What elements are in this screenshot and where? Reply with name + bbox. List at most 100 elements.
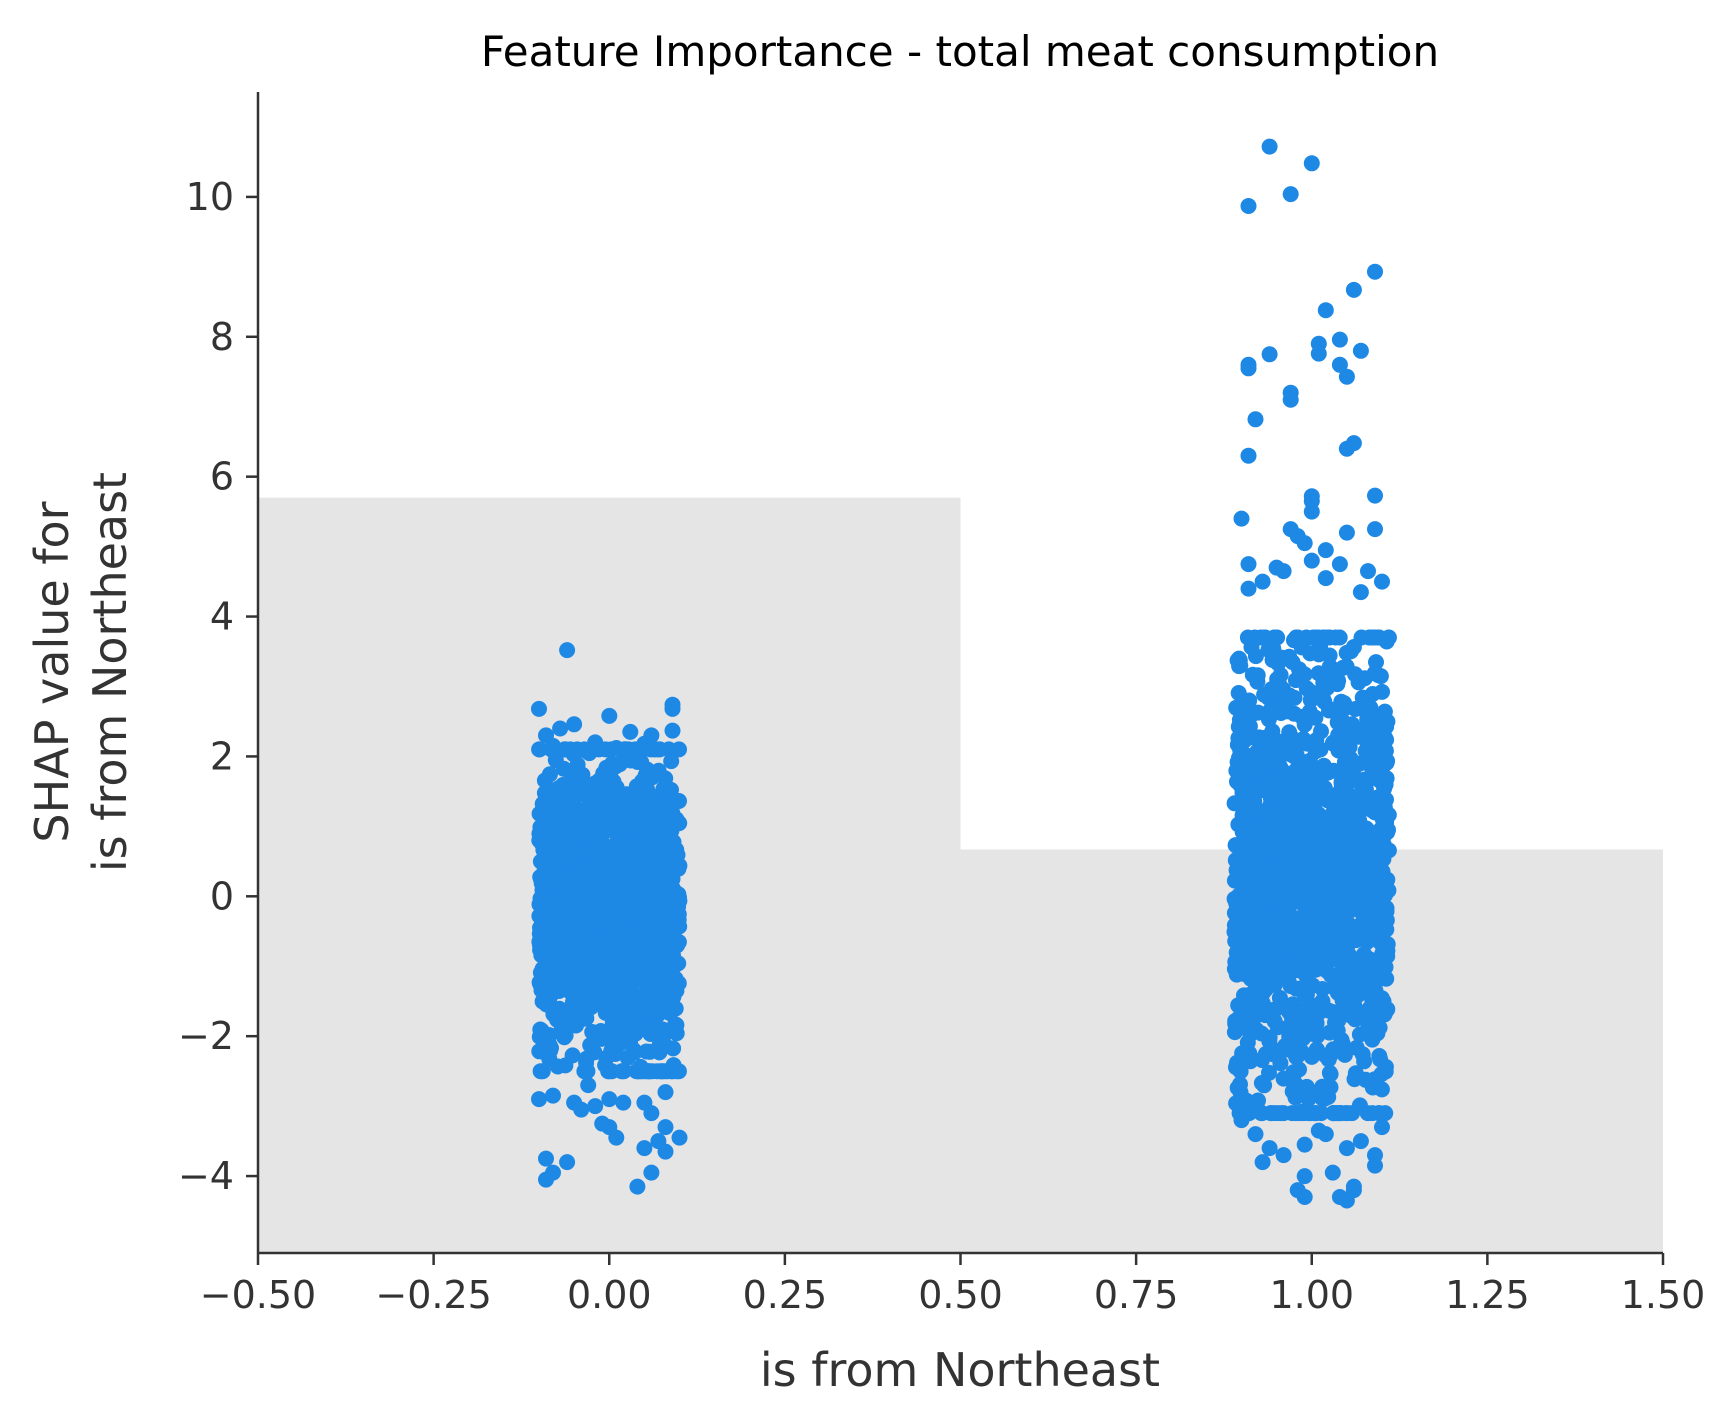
- scatter-point: [550, 970, 567, 987]
- scatter-point-outlier: [1240, 556, 1257, 573]
- scatter-point: [1358, 790, 1374, 807]
- scatter-point: [1296, 716, 1313, 733]
- scatter-point-outlier: [643, 1164, 660, 1181]
- scatter-point: [1274, 816, 1291, 833]
- scatter-point: [653, 888, 670, 905]
- scatter-point: [628, 942, 645, 958]
- x-tick-label: 1.50: [1621, 1273, 1706, 1317]
- scatter-point: [1254, 838, 1271, 855]
- scatter-point-outlier: [657, 1084, 674, 1101]
- scatter-point: [626, 821, 643, 838]
- scatter-point: [627, 1025, 644, 1042]
- scatter-points: [531, 138, 1397, 1209]
- scatter-point-outlier: [1303, 552, 1320, 569]
- y-tick-label: 0: [210, 874, 234, 918]
- scatter-point: [1362, 712, 1379, 729]
- scatter-point: [1256, 1077, 1273, 1094]
- series-1: [1226, 138, 1397, 1209]
- scatter-point-outlier: [1338, 440, 1355, 457]
- scatter-point: [598, 759, 615, 776]
- scatter-point: [599, 779, 616, 796]
- scatter-point: [1334, 712, 1351, 729]
- scatter-point-outlier: [636, 735, 653, 752]
- scatter-point-outlier: [1317, 570, 1334, 587]
- scatter-point: [1361, 895, 1378, 912]
- scatter-point-outlier: [1374, 1119, 1390, 1136]
- scatter-point: [1371, 1048, 1388, 1064]
- scatter-point: [1266, 1013, 1283, 1030]
- scatter-point: [1348, 1039, 1365, 1056]
- scatter-point-outlier: [1338, 524, 1355, 541]
- scatter-point: [1335, 805, 1352, 821]
- scatter-point: [649, 806, 666, 823]
- scatter-point: [1297, 754, 1314, 771]
- scatter-point: [1324, 805, 1341, 821]
- scatter-point: [643, 874, 660, 891]
- scatter-point: [1242, 1053, 1259, 1070]
- scatter-point: [564, 1047, 581, 1064]
- scatter-point: [1356, 771, 1373, 788]
- scatter-point-outlier: [1352, 584, 1369, 601]
- scatter-point: [1290, 629, 1306, 646]
- scatter-point-outlier: [615, 1094, 632, 1111]
- scatter-point: [1226, 923, 1243, 940]
- scatter-point: [1232, 1084, 1249, 1101]
- scatter-point: [549, 828, 566, 845]
- scatter-point: [601, 1063, 618, 1080]
- scatter-point: [1242, 876, 1259, 893]
- scatter-point-outlier: [538, 1150, 554, 1167]
- scatter-point: [1300, 811, 1317, 827]
- scatter-point: [1325, 701, 1341, 718]
- scatter-point: [1260, 867, 1277, 884]
- scatter-point: [1281, 687, 1298, 704]
- y-axis-label: SHAP value for is from Northeast: [25, 472, 137, 872]
- scatter-point: [1364, 802, 1380, 819]
- scatter-point: [651, 1044, 668, 1061]
- scatter-point: [653, 972, 669, 989]
- scatter-point: [1296, 666, 1313, 683]
- scatter-point: [1312, 958, 1329, 975]
- x-tick-label: 1.00: [1269, 1273, 1354, 1317]
- scatter-point-outlier: [1261, 138, 1278, 155]
- scatter-point: [1356, 921, 1373, 938]
- scatter-point: [613, 879, 630, 896]
- scatter-point: [532, 942, 549, 958]
- scatter-point: [1349, 728, 1366, 745]
- scatter-point: [668, 1025, 685, 1042]
- chart-title: Feature Importance - total meat consumpt…: [481, 27, 1439, 76]
- scatter-point: [578, 1050, 595, 1067]
- scatter-point: [1308, 1024, 1325, 1041]
- scatter-point: [1371, 629, 1388, 646]
- scatter-point-outlier: [1345, 1178, 1362, 1195]
- scatter-point: [637, 858, 654, 875]
- scatter-point: [1369, 837, 1386, 854]
- scatter-point-outlier: [629, 1178, 646, 1195]
- scatter-point: [1337, 700, 1354, 716]
- scatter-point: [567, 951, 584, 968]
- scatter-point-outlier: [1317, 302, 1334, 319]
- scatter-point: [639, 781, 656, 798]
- scatter-point: [1333, 834, 1350, 851]
- scatter-point: [1243, 639, 1260, 656]
- scatter-point: [608, 965, 625, 982]
- scatter-point: [1266, 977, 1283, 993]
- scatter-point: [1271, 676, 1288, 693]
- scatter-point: [638, 840, 655, 857]
- scatter-point: [1350, 806, 1367, 823]
- scatter-point-outlier: [580, 1077, 597, 1094]
- scatter-point-outlier: [1303, 155, 1320, 172]
- scatter-point: [642, 951, 659, 968]
- x-tick-label: 0.00: [567, 1273, 652, 1317]
- scatter-point: [1239, 695, 1256, 712]
- scatter-point: [637, 975, 654, 992]
- scatter-point: [1306, 823, 1323, 840]
- scatter-point: [1308, 939, 1325, 956]
- x-tick-label: 0.50: [918, 1273, 1003, 1317]
- scatter-point: [630, 1063, 647, 1080]
- scatter-point-outlier: [1352, 342, 1369, 359]
- scatter-point: [651, 1026, 668, 1043]
- scatter-point: [1338, 658, 1355, 675]
- scatter-point: [1276, 940, 1293, 957]
- scatter-point: [1228, 762, 1245, 779]
